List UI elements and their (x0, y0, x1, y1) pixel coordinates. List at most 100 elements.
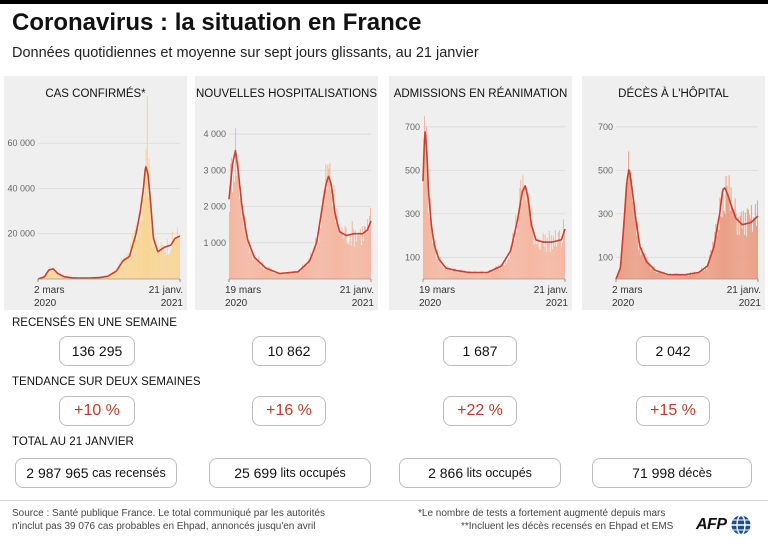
daily-bar (306, 262, 308, 279)
daily-bar (55, 270, 57, 279)
x-tick-label-year: 2020 (225, 298, 248, 309)
daily-bar (490, 270, 492, 279)
daily-bar (358, 235, 360, 279)
daily-bar (707, 266, 709, 279)
daily-bar (734, 198, 736, 279)
daily-bar (369, 208, 371, 279)
daily-bar (301, 267, 302, 279)
afp-globe-icon (731, 514, 750, 536)
daily-bar (337, 227, 339, 279)
daily-bar (464, 272, 466, 279)
daily-bar (322, 196, 324, 279)
daily-bar (507, 260, 509, 279)
daily-bar (321, 211, 323, 279)
daily-bar (274, 273, 276, 279)
daily-bar (687, 275, 688, 279)
daily-bar (494, 268, 495, 279)
daily-bar (351, 221, 353, 279)
daily-bar (140, 207, 142, 279)
daily-bar (366, 219, 368, 279)
daily-bar (497, 266, 499, 279)
daily-bar (333, 184, 335, 279)
daily-bar (178, 238, 180, 279)
daily-bar (701, 267, 703, 279)
daily-bar (559, 239, 561, 279)
daily-bar (546, 237, 548, 279)
daily-bar (435, 240, 437, 279)
daily-bar (338, 233, 340, 279)
x-tick-label-year: 2020 (34, 298, 57, 309)
daily-bar (174, 241, 176, 279)
daily-bar (428, 213, 430, 279)
total-reanimation-value: 2 866 (428, 465, 464, 481)
y-tick-label: 100 (598, 252, 613, 262)
daily-bar (739, 215, 741, 279)
daily-bar (258, 256, 260, 279)
daily-bar (630, 172, 632, 279)
daily-bar (455, 271, 457, 279)
daily-bar (460, 269, 462, 279)
daily-bar (61, 274, 63, 279)
daily-bar (267, 269, 269, 279)
daily-bar (436, 259, 438, 279)
daily-bar (235, 128, 237, 279)
daily-bar (116, 270, 118, 279)
daily-bar (43, 277, 45, 279)
daily-bar (105, 275, 107, 279)
daily-bar (148, 159, 150, 279)
daily-bar (736, 234, 738, 279)
daily-bar (755, 225, 757, 279)
daily-bar (272, 272, 274, 279)
daily-bar (257, 261, 259, 279)
daily-bar (453, 268, 455, 279)
daily-bar (505, 259, 507, 279)
daily-bar (282, 272, 284, 279)
daily-bar (709, 255, 711, 279)
daily-bar (675, 273, 677, 279)
daily-bar (691, 275, 693, 279)
x-tick-label: 21 janv. (534, 285, 568, 296)
daily-bar (336, 208, 338, 279)
daily-bar (472, 271, 474, 279)
daily-bar (122, 265, 124, 279)
daily-bar (654, 271, 656, 279)
daily-bar (513, 241, 515, 279)
daily-bar (136, 240, 138, 279)
daily-bar (479, 273, 481, 279)
daily-bar (151, 225, 153, 279)
daily-bar (549, 251, 551, 279)
daily-bar (459, 269, 461, 279)
daily-bar (737, 216, 739, 279)
daily-bar (324, 188, 326, 279)
top-rule (0, 0, 768, 4)
daily-bar (250, 246, 252, 279)
section-weekly-label: RECENSÉS EN UNE SEMAINE (12, 317, 177, 329)
daily-bar (58, 275, 60, 279)
daily-bar (637, 221, 639, 279)
daily-bar (730, 187, 732, 279)
daily-bar (653, 266, 655, 279)
y-tick-label: 3 000 (203, 165, 226, 175)
daily-bar (115, 271, 117, 279)
daily-bar (253, 253, 255, 279)
daily-bar (480, 270, 482, 279)
daily-bar (364, 226, 366, 279)
daily-bar (443, 268, 445, 279)
daily-bar (425, 142, 426, 279)
daily-bar (628, 151, 630, 279)
daily-bar (452, 270, 454, 279)
daily-bar (157, 252, 159, 279)
daily-bar (621, 259, 623, 279)
daily-bar (286, 273, 288, 279)
daily-bar (496, 266, 497, 279)
daily-bar (67, 277, 69, 279)
daily-bar (155, 237, 157, 279)
daily-bar (692, 272, 694, 279)
daily-bar (511, 248, 513, 279)
daily-bar (303, 268, 305, 279)
daily-bar (365, 232, 367, 279)
x-tick-label-year: 2021 (546, 298, 569, 309)
daily-bar (665, 275, 667, 279)
daily-bar (545, 252, 547, 279)
daily-bar (530, 205, 532, 279)
